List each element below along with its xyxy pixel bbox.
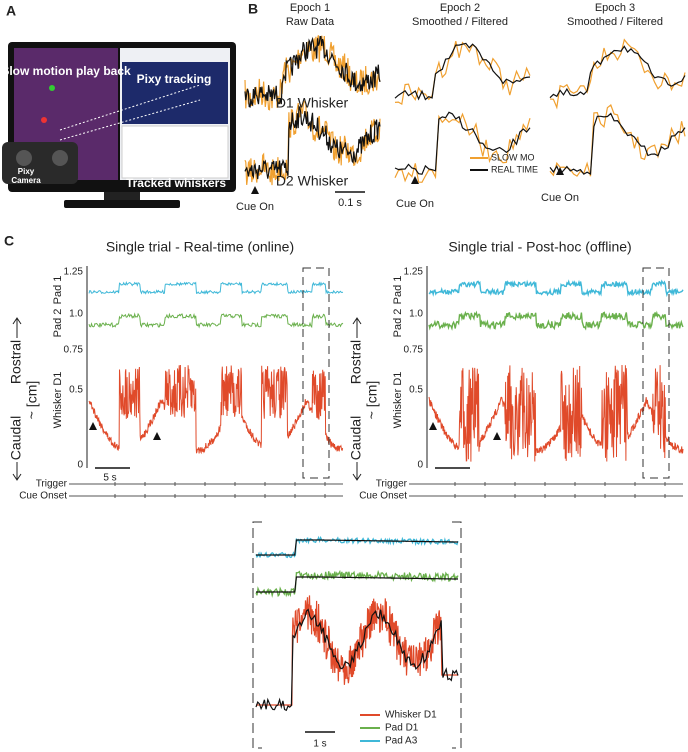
label: D1 Whisker	[276, 95, 349, 111]
label: Pad A3	[385, 736, 418, 747]
trace	[549, 112, 686, 176]
cue-arrow	[411, 176, 419, 184]
trace	[428, 364, 684, 462]
trace	[549, 45, 686, 99]
label: Rostral	[348, 340, 364, 384]
label: Trigger	[36, 479, 68, 490]
trace	[255, 535, 459, 559]
bracket	[252, 521, 462, 749]
monitor	[2, 42, 236, 208]
label: 0	[417, 460, 423, 471]
label: Cue Onset	[19, 491, 67, 502]
camera-label: Camera	[11, 176, 41, 185]
label: ~ [cm]	[364, 381, 380, 420]
trace	[255, 608, 459, 712]
label: 1.25	[64, 267, 84, 278]
trace	[549, 38, 686, 110]
panel-label: C	[4, 233, 14, 249]
screen-label: Tracked whiskers	[126, 176, 226, 190]
label: 0.75	[404, 345, 424, 356]
label: Single trial - Post-hoc (offline)	[448, 239, 631, 255]
trace	[88, 364, 344, 455]
label: Raw Data	[286, 16, 335, 28]
trace	[244, 104, 381, 180]
selection-box	[302, 267, 330, 479]
label: 0.1 s	[338, 197, 362, 209]
label: Pad 2	[392, 309, 404, 338]
label: Cue On	[396, 198, 434, 210]
trace	[88, 281, 344, 295]
label: 0.5	[69, 385, 83, 396]
camera-label: Pixy	[18, 167, 35, 176]
label: 1.0	[409, 309, 423, 320]
label: Pad 2	[52, 309, 64, 338]
trace	[394, 42, 531, 101]
label: Epoch 3	[595, 2, 635, 14]
label: 0	[77, 460, 83, 471]
panel-label: A	[6, 3, 16, 19]
label: Whisker D1	[52, 372, 64, 429]
label: Whisker D1	[385, 710, 437, 721]
trace	[256, 539, 458, 556]
label: 0.5	[409, 385, 423, 396]
trace	[256, 576, 458, 593]
label: REAL TIME	[491, 164, 538, 174]
label: Epoch 1	[290, 2, 330, 14]
label: Trigger	[376, 479, 408, 490]
trace	[394, 112, 531, 183]
label: Caudal	[348, 416, 364, 460]
cue-arrow	[556, 167, 564, 175]
trace	[256, 595, 458, 706]
label: 1 s	[313, 739, 326, 750]
label: Cue On	[236, 201, 274, 213]
label: Pad 1	[392, 276, 404, 305]
trace	[244, 35, 381, 108]
panel-label: B	[248, 1, 258, 17]
label: Whisker D1	[392, 372, 404, 429]
label: 0.75	[64, 345, 84, 356]
trace	[549, 104, 686, 177]
label: 5 s	[103, 473, 116, 484]
trace	[428, 279, 684, 298]
label: Pad 1	[52, 276, 64, 305]
label: Rostral	[8, 340, 24, 384]
label: 1.25	[404, 267, 424, 278]
trace	[394, 40, 531, 106]
screen-label: Pixy tracking	[137, 72, 212, 86]
label: Smoothed / Filtered	[412, 16, 508, 28]
label: Cue On	[541, 192, 579, 204]
label: ~ [cm]	[24, 381, 40, 420]
screen-label: Slow motion play back	[1, 64, 131, 78]
label: D2 Whisker	[276, 173, 349, 189]
direction-arrow	[352, 317, 362, 481]
label: 1.0	[69, 309, 83, 320]
label: Epoch 2	[440, 2, 480, 14]
label: Cue Onset	[359, 491, 407, 502]
trace	[88, 312, 344, 329]
label: Caudal	[8, 416, 24, 460]
trace	[428, 310, 684, 331]
trace	[244, 100, 381, 186]
trace	[394, 111, 531, 175]
cue-arrow	[251, 186, 259, 194]
selection-box	[642, 267, 670, 479]
label: Pad D1	[385, 723, 419, 734]
label: Smoothed / Filtered	[567, 16, 663, 28]
label: Single trial - Real-time (online)	[106, 239, 294, 255]
direction-arrow	[12, 317, 22, 481]
label: SLOW MO	[491, 152, 535, 162]
